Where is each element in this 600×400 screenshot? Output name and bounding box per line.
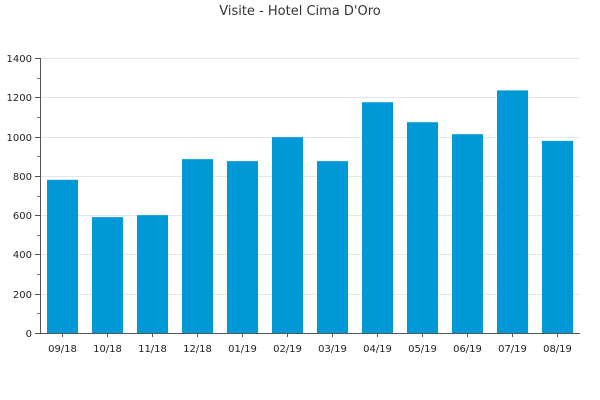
x-tick-label: 03/19 bbox=[318, 344, 347, 355]
bar-04-19 bbox=[361, 102, 394, 333]
x-tick-label: 01/19 bbox=[228, 344, 257, 355]
x-tick-label: 09/18 bbox=[48, 344, 77, 355]
bar-10-18 bbox=[91, 217, 124, 333]
x-tick-label: 08/19 bbox=[543, 344, 572, 355]
x-tick-label: 06/19 bbox=[453, 344, 482, 355]
x-tick-label: 05/19 bbox=[408, 344, 437, 355]
bar-09-18 bbox=[46, 179, 79, 333]
y-tick-label: 1200 bbox=[7, 93, 32, 104]
y-tick-label: 800 bbox=[13, 172, 32, 183]
x-tick-label: 12/18 bbox=[183, 344, 212, 355]
x-tick-label: 02/19 bbox=[273, 344, 302, 355]
y-tick-label: 1400 bbox=[7, 54, 32, 65]
bar-07-19 bbox=[496, 90, 529, 333]
bar-02-19 bbox=[271, 137, 304, 333]
grid-lines bbox=[40, 58, 580, 295]
y-tick-label: 600 bbox=[13, 211, 32, 222]
bar-series bbox=[46, 90, 574, 334]
y-tick-label: 400 bbox=[13, 250, 32, 261]
bar-08-19 bbox=[541, 140, 574, 333]
bar-11-18 bbox=[136, 215, 169, 333]
bar-06-19 bbox=[451, 134, 484, 333]
y-tick-label: 200 bbox=[13, 290, 32, 301]
x-tick-label: 11/18 bbox=[138, 344, 167, 355]
chart-title: Visite - Hotel Cima D'Oro bbox=[219, 4, 381, 19]
y-tick-label: 0 bbox=[26, 329, 32, 340]
x-tick-label: 10/18 bbox=[93, 344, 122, 355]
bar-12-18 bbox=[181, 159, 214, 333]
y-tick-label: 1000 bbox=[7, 133, 32, 144]
bar-01-19 bbox=[226, 161, 259, 334]
x-tick-label: 04/19 bbox=[363, 344, 392, 355]
bar-05-19 bbox=[406, 122, 439, 333]
x-tick-label: 07/19 bbox=[498, 344, 527, 355]
bar-03-19 bbox=[316, 161, 349, 334]
axes: 0 200 400 600 800 1000 1200 1400 09/18 10/18 11/18… bbox=[7, 54, 580, 355]
